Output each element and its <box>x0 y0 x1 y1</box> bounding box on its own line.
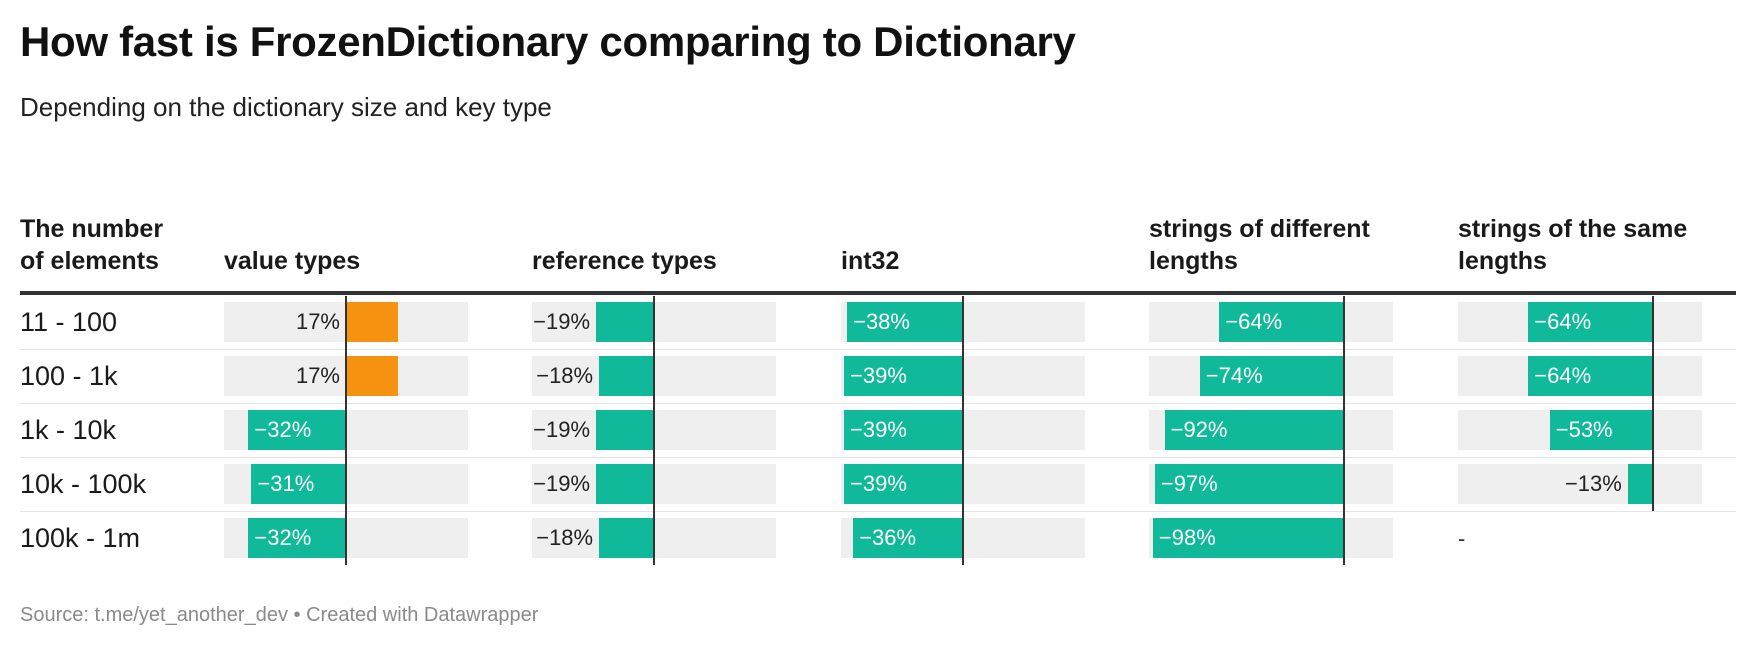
column-header: value types <box>224 247 361 275</box>
data-label: −32% <box>254 417 312 442</box>
data-bar <box>847 302 963 342</box>
row-label: 11 - 100 <box>20 307 118 337</box>
bar-track: −64% <box>1149 302 1393 342</box>
data-bar <box>1164 410 1345 450</box>
data-label: −19% <box>533 417 591 442</box>
footer: Source: t.me/yet_another_dev • Created w… <box>20 604 538 627</box>
column-header: reference types <box>532 247 717 275</box>
data-bar <box>853 518 963 558</box>
bar-track: −92% <box>1149 410 1393 450</box>
zero-baseline <box>653 296 655 565</box>
data-bar <box>596 410 654 450</box>
data-label: −18% <box>536 363 594 388</box>
data-bar <box>596 464 654 504</box>
data-label: −36% <box>859 525 917 550</box>
bar-track: −53% <box>1458 410 1702 450</box>
data-bar <box>1152 518 1345 558</box>
row-divider <box>20 511 1736 512</box>
data-label: −39% <box>850 417 907 442</box>
bar-track: −38% <box>841 302 1085 342</box>
data-bar <box>1154 464 1345 504</box>
data-label: −13% <box>1564 471 1622 496</box>
data-label: −64% <box>1225 309 1283 334</box>
row-header: The number of elements <box>20 215 164 275</box>
data-bar <box>1219 302 1345 342</box>
data-label: −64% <box>1534 309 1592 334</box>
zero-baseline <box>962 296 964 565</box>
data-label: −97% <box>1160 471 1218 496</box>
data-bar <box>599 356 654 396</box>
data-label: −32% <box>254 525 312 550</box>
data-bar <box>844 356 963 396</box>
data-label: −19% <box>533 309 591 334</box>
data-label: −53% <box>1555 417 1613 442</box>
data-bar <box>248 410 346 450</box>
data-bar <box>251 464 346 504</box>
data-bar <box>346 302 398 342</box>
data-bar <box>248 518 346 558</box>
chart-subtitle: Depending on the dictionary size and key… <box>20 92 552 122</box>
data-bar <box>1627 464 1654 504</box>
data-bar <box>1528 302 1654 342</box>
data-label: −92% <box>1170 417 1228 442</box>
bar-track: −74% <box>1149 356 1393 396</box>
data-bar <box>596 302 654 342</box>
row-divider <box>20 457 1736 458</box>
row-label: 100 - 1k <box>20 361 118 391</box>
data-label: −39% <box>850 363 907 388</box>
data-label: −98% <box>1158 525 1216 550</box>
bar-track: −64% <box>1458 356 1702 396</box>
data-label: −31% <box>257 471 315 496</box>
column-header: strings of the same lengths <box>1458 215 1688 275</box>
column-header: int32 <box>841 247 900 275</box>
data-label: −18% <box>536 525 594 550</box>
data-bar <box>844 464 963 504</box>
missing-value: - <box>1458 526 1466 551</box>
data-label: −19% <box>533 471 591 496</box>
footer-source: Source: t.me/yet_another_dev <box>20 604 288 626</box>
data-label: −64% <box>1534 363 1592 388</box>
bar-track: −64% <box>1458 302 1702 342</box>
data-label: 17% <box>295 363 340 388</box>
chart-title: How fast is FrozenDictionary comparing t… <box>20 18 1076 65</box>
data-bar <box>1528 356 1654 396</box>
data-bar <box>844 410 963 450</box>
data-label: −39% <box>850 471 907 496</box>
bar-track: −98% <box>1149 518 1393 558</box>
column-header: strings of different lengths <box>1149 215 1370 275</box>
data-label: −38% <box>853 309 910 334</box>
data-label: −74% <box>1205 363 1263 388</box>
row-label: 100k - 1m <box>20 523 141 553</box>
data-bar <box>1549 410 1654 450</box>
zero-baseline <box>1343 296 1346 565</box>
header-rule <box>20 291 1736 295</box>
data-bar <box>346 356 398 396</box>
footer-separator: • <box>293 604 301 626</box>
row-divider <box>20 349 1736 350</box>
row-label: 1k - 10k <box>20 415 117 445</box>
data-bar <box>599 518 654 558</box>
data-bar <box>1199 356 1345 396</box>
zero-baseline <box>345 296 347 565</box>
zero-baseline <box>1652 296 1655 511</box>
row-divider <box>20 403 1736 404</box>
bar-track: −97% <box>1149 464 1393 504</box>
footer-credit: Created with Datawrapper <box>306 604 539 626</box>
row-label: 10k - 100k <box>20 469 147 499</box>
data-label: 17% <box>295 309 340 334</box>
bar-track: −13% <box>1458 464 1702 504</box>
